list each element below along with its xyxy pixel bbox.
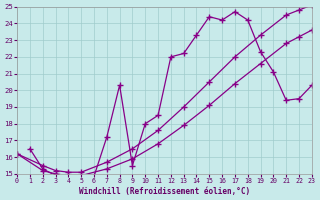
X-axis label: Windchill (Refroidissement éolien,°C): Windchill (Refroidissement éolien,°C) <box>79 187 250 196</box>
